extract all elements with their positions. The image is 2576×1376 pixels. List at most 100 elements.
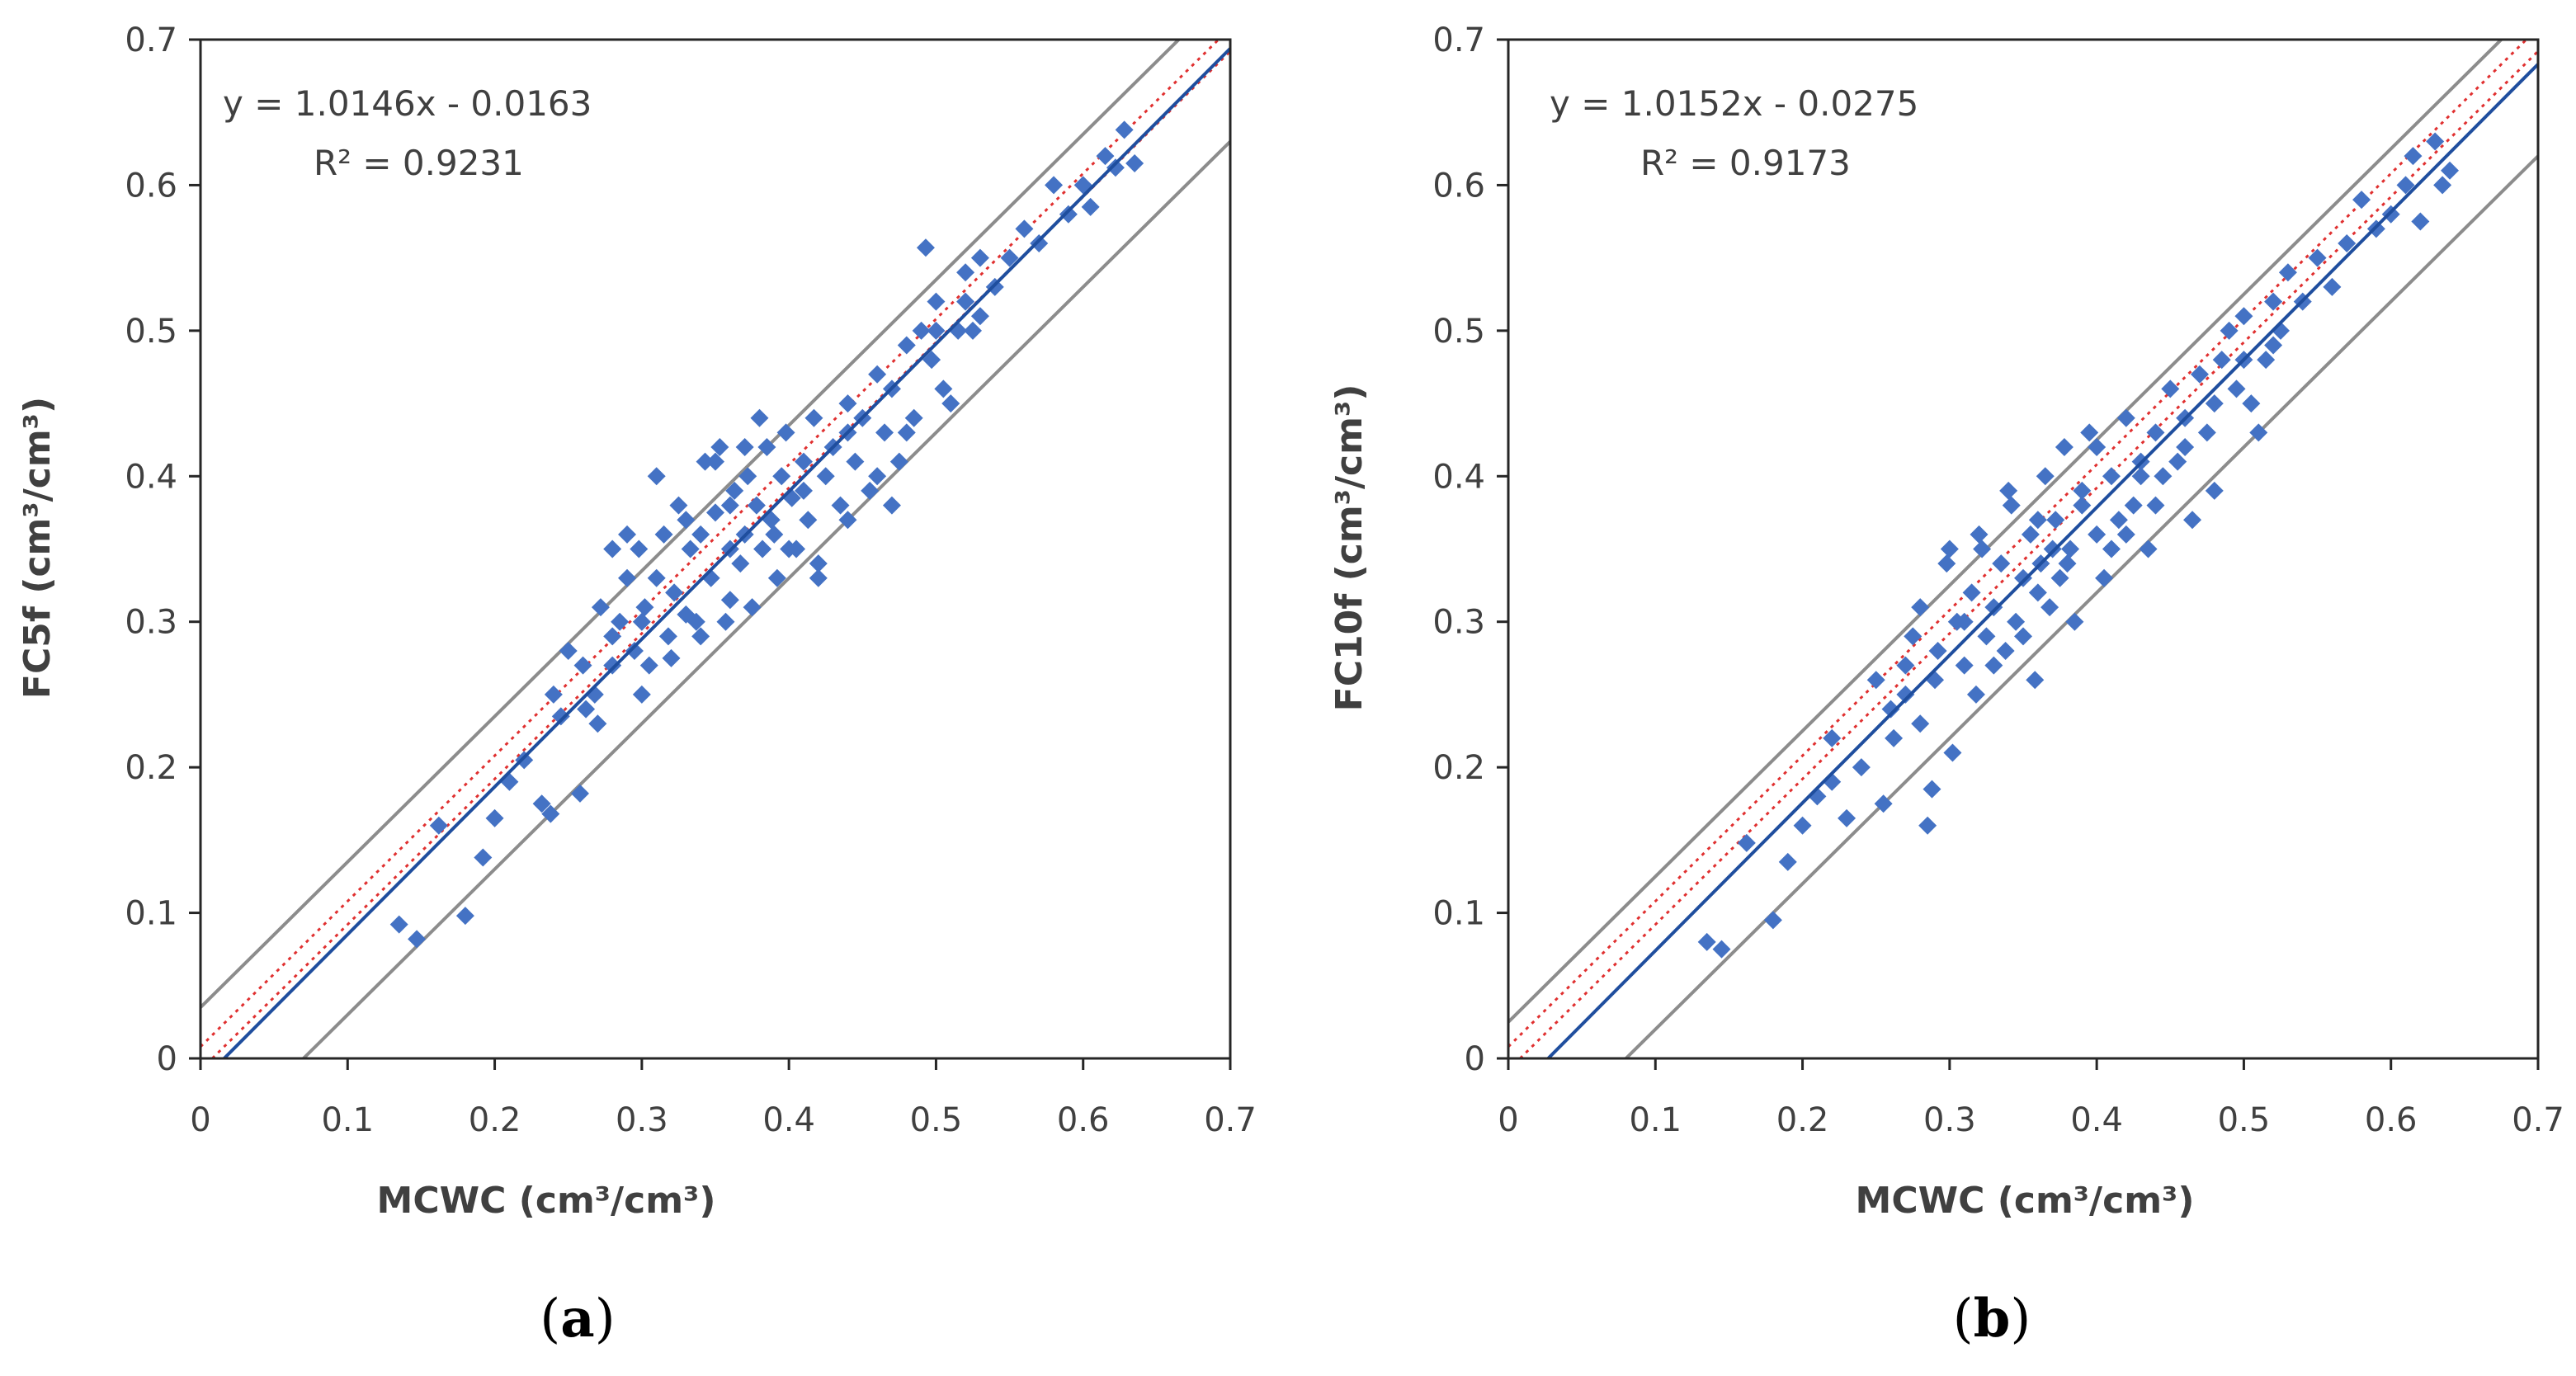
- panel-b-xtick-label: 0.3: [1923, 1101, 1976, 1139]
- panel-b-data-point: [1697, 932, 1716, 951]
- panel-b-data-point: [1866, 671, 1885, 690]
- panel-b-data-point: [2014, 568, 2032, 587]
- panel-b-xlabel: MCWC (cm³/cm³): [1856, 1180, 2195, 1222]
- panel-b-data-point: [2161, 379, 2180, 398]
- panel-b-ytick-label: 0.3: [1432, 604, 1485, 642]
- panel-a-equation: y = 1.0146x - 0.0163: [223, 83, 592, 124]
- panel-a-data-point: [706, 452, 724, 471]
- panel-b-data-point: [2411, 212, 2430, 231]
- panel-b-data-point: [1874, 794, 1893, 813]
- panel-b-data-point: [1955, 656, 1974, 675]
- panel-b-data-point: [1966, 685, 1985, 704]
- panel-b-data-point: [2323, 277, 2342, 296]
- panel-a-data-point: [577, 700, 596, 719]
- panel-a-data-point: [603, 656, 622, 675]
- panel-a-data-point: [1115, 120, 1134, 139]
- panel-b-data-point: [2220, 321, 2239, 340]
- panel-b-xtick-label: 0.4: [2070, 1101, 2123, 1139]
- panel-a-data-point: [686, 612, 705, 631]
- panel-a-r2: R² = 0.9231: [314, 143, 524, 183]
- panel-a-data-point: [570, 784, 589, 803]
- panel-a-data-point: [934, 379, 953, 398]
- panel-b-data-point: [1937, 554, 1956, 573]
- panel-a-data-point: [809, 568, 828, 587]
- panel-b-data-point: [2212, 351, 2231, 370]
- panel-a-data-point: [970, 307, 989, 326]
- panel-a-data-point: [882, 496, 901, 515]
- panel-b-ytick-label: 0.7: [1432, 21, 1485, 59]
- panel-a-data-point: [515, 751, 534, 770]
- panel-b-ytick-label: 0.6: [1432, 167, 1485, 205]
- panel-a-data-point: [1096, 147, 1115, 166]
- panel-b-data-point: [2028, 583, 2047, 602]
- panel-b-data-point: [2278, 263, 2297, 282]
- panel-b-ytick-label: 0.4: [1432, 458, 1485, 496]
- panel-a-data-point: [710, 438, 729, 456]
- panel-b-data-point: [2131, 467, 2150, 486]
- panel-b-xtick-label: 0.2: [1776, 1101, 1829, 1139]
- panel-a-data-point: [804, 408, 823, 427]
- panel-b-data-point: [1737, 833, 1756, 852]
- panel-a-data-point: [816, 467, 835, 486]
- panel-b-data-point: [1763, 911, 1782, 930]
- panel-b-data-point: [2088, 525, 2107, 544]
- panel-a-xlabel: MCWC (cm³/cm³): [377, 1180, 716, 1222]
- panel-a-data-point: [904, 408, 923, 427]
- panel-a-data-point: [1059, 205, 1078, 224]
- panel-b-data-point: [1955, 612, 1974, 631]
- panel-a-data-point: [765, 525, 784, 544]
- panel-a-data-point: [927, 292, 946, 311]
- panel-a-data-point: [632, 612, 651, 631]
- panel-b-ytick-label: 0.2: [1432, 749, 1485, 787]
- panel-a-data-point: [588, 714, 607, 733]
- panel-b-data-point: [1926, 671, 1945, 690]
- panel-b-data-point: [2073, 481, 2092, 500]
- panel-a-bound-line: [300, 140, 1230, 1058]
- panel-a-data-point: [743, 598, 762, 617]
- panel-a-data-point: [772, 467, 791, 486]
- panel-a-data-point: [635, 598, 654, 617]
- panel-a-plot-frame: [199, 38, 1232, 1060]
- panel-a-caption-letter: a: [560, 1288, 594, 1350]
- panel-b-xtick-label: 0.5: [2218, 1101, 2271, 1139]
- panel-a-xtick-label: 0.6: [1057, 1101, 1110, 1139]
- panel-b-data-point: [1973, 540, 1992, 558]
- panel-a-ylabel: FC5f (cm³/cm³): [17, 397, 59, 699]
- panel-a-data-point: [897, 336, 916, 355]
- panel-b-data-point: [2249, 423, 2268, 442]
- panel-b-data-point: [1984, 598, 2003, 617]
- panel-a-data-point: [750, 408, 769, 427]
- panel-b-data-point: [2088, 438, 2107, 456]
- panel-a-data-point: [799, 511, 818, 530]
- panel-a-data-point: [1000, 248, 1019, 267]
- panel-b-data-point: [1940, 540, 1959, 558]
- panel-b-data-point: [2441, 161, 2460, 180]
- panel-a-data-point: [838, 511, 857, 530]
- panel-a-data-point: [735, 438, 754, 456]
- panel-a-data-point: [897, 423, 916, 442]
- panel-b-data-point: [2264, 292, 2283, 311]
- panel-b-ytick-label: 0.5: [1432, 313, 1485, 351]
- panel-a-data-point: [474, 848, 493, 867]
- panel-b-data-point: [2426, 132, 2445, 151]
- panel-a-data-point: [809, 554, 828, 573]
- panel-b-data-point: [1996, 642, 2015, 660]
- panel-b-data-point: [2073, 496, 2092, 515]
- panel-b-data-point: [1793, 816, 1812, 835]
- panel-b-xtick-label: 0.7: [2512, 1101, 2564, 1139]
- panel-b-data-point: [2028, 511, 2047, 530]
- panel-a-ytick-label: 0.6: [125, 167, 177, 205]
- panel-b-data-point: [2227, 379, 2246, 398]
- panel-b-data-point: [1928, 642, 1947, 660]
- panel-b-data-point: [1911, 598, 1930, 617]
- panel-a-data-point: [691, 525, 710, 544]
- panel-b-data-point: [1896, 685, 1915, 704]
- panel-a-data-point: [725, 481, 744, 500]
- panel-a-data-point: [677, 511, 696, 530]
- panel-a-ytick-label: 0: [157, 1040, 177, 1078]
- panel-a-data-point: [485, 808, 504, 827]
- panel-b-data-point: [1838, 808, 1857, 827]
- panel-a-xtick-label: 0: [190, 1101, 210, 1139]
- panel-b-data-point: [2234, 307, 2253, 326]
- panel-b-data-point: [1943, 743, 1962, 762]
